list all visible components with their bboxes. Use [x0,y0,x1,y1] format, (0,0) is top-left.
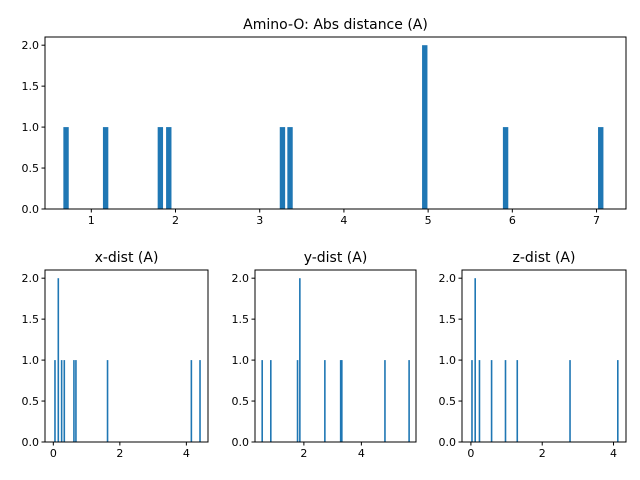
y-histogram-bar-4 [324,360,326,442]
abs-x-tick-label: 4 [340,214,347,227]
z-y-tick-label: 0.5 [439,395,457,408]
y-y-tick-label: 0.5 [232,395,250,408]
z-x-tick-label: 2 [539,447,546,460]
x-x-tick-label: 0 [50,447,57,460]
x-histogram-bar-0 [54,360,56,442]
abs-histogram-bar-0 [63,127,69,209]
abs-x-tick-label: 1 [88,214,95,227]
z-histogram-bar-1 [474,278,476,442]
y-histogram-bar-3 [299,278,301,442]
z-histogram-bar-6 [569,360,571,442]
z-histogram-bar-0 [471,360,473,442]
y-histogram-bar-8 [408,360,410,442]
abs-x-tick-label: 5 [425,214,432,227]
x-histogram-bar-7 [190,360,193,442]
z-histogram-bar-5 [516,360,519,442]
abs-x-tick-label: 2 [172,214,179,227]
x-histogram-bar-6 [106,360,109,442]
abs-x-tick-label: 6 [509,214,516,227]
abs-x-tick-label: 7 [593,214,600,227]
z-x-tick-label: 0 [467,447,474,460]
x-histogram-bar-8 [199,360,201,442]
z-y-tick-label: 2.0 [439,272,457,285]
x-axes-frame [44,269,209,443]
y-y-tick-label: 0.0 [232,436,250,449]
abs-histogram-bar-6 [422,45,428,209]
y-y-tick-label: 1.5 [232,313,250,326]
z-histogram-bar-7 [617,360,619,442]
x-y-tick-label: 0.0 [22,436,40,449]
abs-histogram-bar-3 [166,127,172,209]
y-histogram-bar-6 [341,360,343,442]
z-y-tick-label: 1.0 [439,354,457,367]
y-x-tick-label: 4 [358,447,365,460]
y-y-tick-label: 2.0 [232,272,250,285]
abs-histogram-bar-8 [598,127,604,209]
z-axes-frame [461,269,627,443]
z-histogram-bar-2 [478,360,481,442]
y-histogram-bar-5 [339,360,342,442]
x-histogram-bar-3 [63,360,66,442]
x-histogram-bar-2 [60,360,63,442]
x-y-tick-label: 1.0 [22,354,40,367]
abs-distance-panel: Amino-O: Abs distance (A) 1 2 3 4 5 6 7 0.0 0.5 1.… [22,17,627,227]
z-y-tick-label: 0.0 [439,436,457,449]
y-histogram-bar-7 [384,360,386,442]
y-chart-title: y-dist (A) [304,250,368,266]
abs-axes-frame [44,36,627,210]
z-histogram-bar-3 [490,360,493,442]
z-x-tick-label: 4 [610,447,617,460]
abs-y-tick-label: 1.5 [22,80,40,93]
y-histogram-bar-2 [296,360,299,442]
y-histogram-bar-1 [270,360,272,442]
x-x-tick-label: 2 [116,447,123,460]
y-x-tick-label: 2 [300,447,307,460]
x-y-tick-label: 1.5 [22,313,40,326]
abs-y-tick-label: 0.5 [22,162,40,175]
z-chart-title: z-dist (A) [513,250,576,266]
abs-x-tick-label: 3 [256,214,263,227]
abs-histogram-bar-2 [157,127,164,209]
x-y-tick-label: 0.5 [22,395,40,408]
x-chart-title: x-dist (A) [95,250,159,266]
abs-histogram-bar-7 [502,127,509,209]
x-x-tick-label: 4 [183,447,190,460]
abs-chart-title: Amino-O: Abs distance (A) [243,17,428,33]
abs-y-tick-label: 0.0 [22,203,40,216]
y-axes-frame [254,269,417,443]
y-y-tick-label: 1.0 [232,354,250,367]
z-histogram-bar-4 [504,360,507,442]
abs-histogram-bar-5 [287,127,293,209]
z-y-tick-label: 1.5 [439,313,457,326]
x-y-tick-label: 2.0 [22,272,40,285]
abs-y-tick-label: 2.0 [22,39,40,52]
x-histogram-bar-4 [73,360,75,442]
x-histogram-bar-5 [75,360,77,442]
abs-y-tick-label: 1.0 [22,121,40,134]
z-dist-panel: z-dist (A) 0 2 4 0.0 0.5 1.0 1.5 2.0 [439,250,627,460]
abs-histogram-bar-1 [102,127,109,209]
x-dist-panel: x-dist (A) 0 2 4 0.0 0.5 1.0 1.5 2.0 [22,250,209,460]
y-histogram-bar-0 [261,360,263,442]
y-dist-panel: y-dist (A) 2 4 0.0 0.5 1.0 1.5 2.0 [232,250,417,460]
x-histogram-bar-1 [57,278,60,442]
abs-histogram-bar-4 [279,127,286,209]
